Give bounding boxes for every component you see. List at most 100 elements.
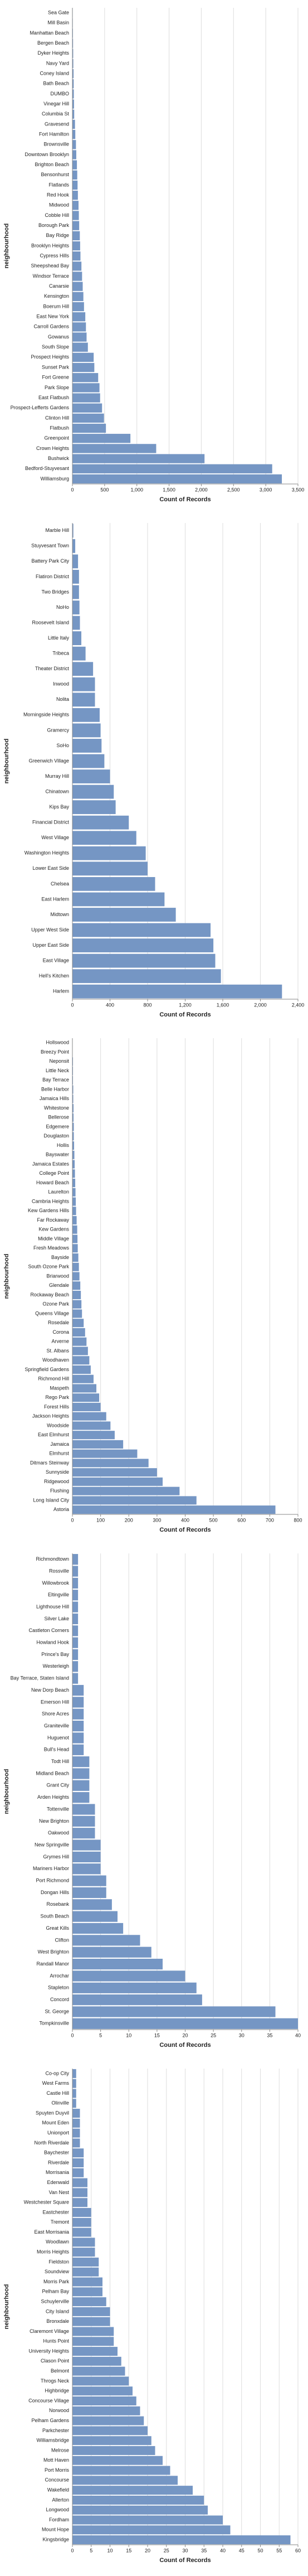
bar bbox=[72, 464, 272, 473]
y-tick-label: Jamaica bbox=[50, 1441, 69, 1447]
x-tick-label: 30 bbox=[239, 2032, 245, 2038]
y-tick-label: Midtown bbox=[50, 912, 69, 917]
y-tick-label: Huguenot bbox=[47, 1735, 70, 1740]
y-tick-label: Woodlawn bbox=[46, 2239, 69, 2245]
y-tick-label: Little Italy bbox=[48, 635, 70, 641]
x-axis-title: Count of Records bbox=[159, 1527, 211, 1533]
y-tick-label: Emerson Hill bbox=[41, 1699, 69, 1705]
y-tick-label: Longwood bbox=[46, 2507, 69, 2512]
x-tick-label: 10 bbox=[107, 2548, 113, 2553]
bar bbox=[72, 69, 74, 79]
bar bbox=[72, 2267, 99, 2277]
bar bbox=[72, 1625, 79, 1636]
y-tick-label: Chelsea bbox=[51, 881, 69, 887]
y-tick-label: Dongan Hills bbox=[41, 1890, 70, 1895]
bar bbox=[72, 1095, 74, 1103]
y-tick-label: Nolita bbox=[56, 696, 69, 702]
bar bbox=[72, 1970, 185, 1982]
bar bbox=[72, 2109, 80, 2118]
y-tick-label: SoHo bbox=[56, 743, 69, 748]
bar bbox=[72, 1272, 80, 1281]
y-tick-label: Grymes Hill bbox=[43, 1854, 70, 1860]
y-tick-label: Cypress Hills bbox=[40, 253, 69, 259]
y-tick-label: Castleton Corners bbox=[28, 1628, 69, 1633]
y-tick-label: Eastchester bbox=[42, 2209, 69, 2215]
bar bbox=[72, 1958, 163, 1970]
y-tick-label: Fresh Meadows bbox=[33, 1245, 70, 1251]
y-tick-label: East Elmhurst bbox=[38, 1432, 70, 1437]
bar bbox=[72, 170, 77, 180]
bar bbox=[72, 2446, 155, 2455]
y-tick-label: Soundview bbox=[45, 2269, 70, 2274]
y-tick-label: Kensington bbox=[44, 293, 69, 299]
bar bbox=[72, 201, 79, 210]
y-tick-label: Flatbush bbox=[50, 425, 69, 430]
bar bbox=[72, 2158, 84, 2168]
bar bbox=[72, 1253, 79, 1262]
y-tick-label: New Brighton bbox=[39, 1818, 69, 1824]
x-tick-label: 0 bbox=[71, 1517, 74, 1523]
y-tick-label: Schuylerville bbox=[41, 2298, 69, 2304]
bar bbox=[72, 785, 114, 799]
bar bbox=[72, 2396, 136, 2406]
y-tick-label: Tremont bbox=[51, 2219, 70, 2225]
bar bbox=[72, 815, 129, 830]
y-tick-label: North Riverdale bbox=[34, 2140, 69, 2146]
bar bbox=[72, 129, 76, 139]
y-tick-label: Mott Haven bbox=[43, 2457, 69, 2463]
y-tick-label: Financial District bbox=[32, 820, 70, 825]
bar bbox=[72, 79, 74, 89]
chart-panel: 0 500 1,000 1,500 2,000 2,500 3,000 3,500 Sea Ga… bbox=[3, 8, 304, 503]
y-tick-label: St. Albans bbox=[46, 1348, 69, 1353]
y-tick-label: Arden Heights bbox=[37, 1794, 70, 1800]
bar bbox=[72, 393, 100, 403]
bar bbox=[72, 2178, 87, 2187]
bar bbox=[72, 1188, 76, 1197]
y-tick-label: Greenwich Village bbox=[29, 758, 69, 763]
y-tick-label: Borough Park bbox=[38, 222, 70, 228]
bar bbox=[72, 2118, 80, 2128]
y-tick-label: Forest Hills bbox=[44, 1404, 70, 1410]
bar bbox=[72, 2207, 91, 2217]
y-tick-label: Rosebank bbox=[46, 1901, 69, 1907]
bar bbox=[72, 1673, 79, 1684]
bar bbox=[72, 2515, 223, 2525]
bar bbox=[72, 1744, 84, 1755]
bar bbox=[72, 1281, 81, 1290]
y-tick-label: Coney Island bbox=[40, 70, 69, 76]
y-tick-label: Morris Park bbox=[43, 2279, 70, 2284]
bar bbox=[72, 1994, 202, 2006]
bar bbox=[72, 2238, 95, 2247]
bar bbox=[72, 1319, 84, 1328]
bar bbox=[72, 831, 136, 845]
bar bbox=[72, 754, 105, 768]
bar bbox=[72, 1412, 106, 1421]
y-tick-label: Pelham Gardens bbox=[31, 2418, 69, 2423]
x-tick-label: 1,500 bbox=[163, 487, 175, 492]
x-tick-label: 2,000 bbox=[195, 487, 208, 492]
y-tick-label: Sunset Park bbox=[42, 364, 70, 370]
y-tick-label: Melrose bbox=[51, 2447, 69, 2453]
bar bbox=[72, 1732, 84, 1744]
y-tick-label: Belle Harbor bbox=[41, 1086, 69, 1092]
bar bbox=[72, 677, 95, 691]
y-tick-label: Briarwood bbox=[46, 1273, 69, 1279]
y-tick-label: Sunnyside bbox=[46, 1469, 69, 1475]
bar bbox=[72, 554, 79, 569]
bar bbox=[72, 1505, 276, 1514]
y-tick-label: Bergen Beach bbox=[37, 40, 69, 46]
y-tick-label: Columbia St bbox=[42, 111, 70, 117]
y-tick-label: Clinton Hill bbox=[45, 415, 69, 420]
y-tick-label: Battery Park City bbox=[31, 558, 69, 564]
y-tick-label: University Heights bbox=[28, 2348, 69, 2354]
bar bbox=[72, 1875, 106, 1886]
y-tick-label: Long Island City bbox=[33, 1497, 69, 1503]
y-tick-label: Westerleigh bbox=[43, 1663, 69, 1669]
x-tick-label: 45 bbox=[239, 2548, 245, 2553]
y-tick-label: Parkchester bbox=[42, 2428, 69, 2433]
bar bbox=[72, 1486, 180, 1495]
y-tick-label: Silver Lake bbox=[44, 1616, 69, 1621]
chart-panel: 0 400 800 1,200 1,600 2,000 2,400 Marble Hill St… bbox=[3, 523, 304, 1018]
bar bbox=[72, 585, 79, 599]
